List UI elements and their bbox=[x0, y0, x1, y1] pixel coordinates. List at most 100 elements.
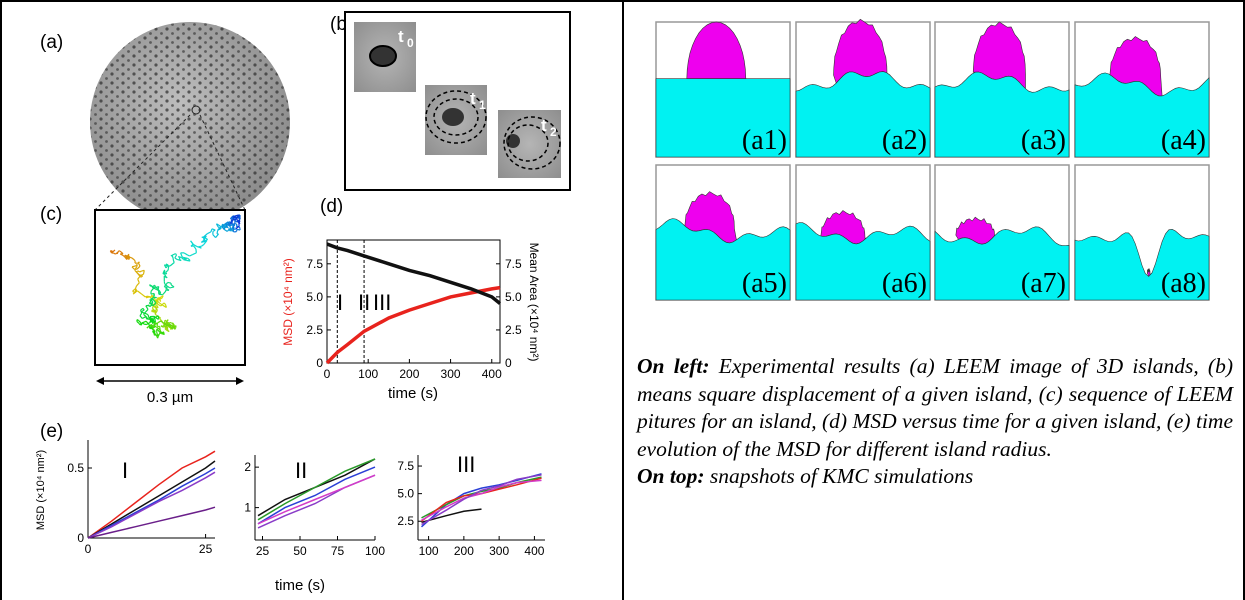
panel-label: (d) bbox=[320, 196, 343, 217]
trajectory-step bbox=[238, 217, 241, 220]
displacement-ring bbox=[507, 124, 549, 162]
trajectory-step bbox=[228, 223, 232, 226]
series-line bbox=[257, 466, 376, 525]
time-sub: 0 bbox=[407, 36, 414, 50]
panel-label: (e) bbox=[40, 421, 63, 442]
trajectory-step bbox=[145, 305, 149, 310]
trajectory-step bbox=[175, 253, 177, 256]
trajectory-step bbox=[157, 303, 162, 307]
series-line bbox=[325, 285, 501, 365]
trajectory-step bbox=[159, 317, 161, 320]
x-tick-label: 25 bbox=[199, 542, 213, 556]
trajectory-step bbox=[153, 321, 156, 326]
trajectory-step bbox=[170, 286, 175, 289]
trajectory-step bbox=[165, 324, 169, 327]
trajectory-step bbox=[136, 321, 140, 324]
trajectory-step bbox=[192, 243, 198, 247]
trajectory-step bbox=[154, 284, 157, 288]
trajectory-step bbox=[164, 283, 168, 287]
trajectory-step bbox=[234, 230, 237, 233]
selected-island bbox=[191, 105, 201, 115]
trajectory-step bbox=[150, 326, 154, 331]
trajectory-step bbox=[166, 321, 170, 324]
trajectory-step bbox=[213, 229, 216, 232]
time-label: t bbox=[398, 27, 404, 46]
trajectory-step bbox=[160, 320, 165, 325]
trajectory-step bbox=[164, 264, 168, 267]
substrate bbox=[655, 218, 791, 301]
trajectory-step bbox=[160, 331, 163, 334]
trajectory-step bbox=[131, 257, 135, 261]
trajectory-step bbox=[153, 315, 156, 318]
plot-frame bbox=[326, 239, 501, 364]
trajectory-step bbox=[157, 320, 161, 324]
island bbox=[1147, 268, 1153, 278]
trajectory-step bbox=[174, 327, 177, 330]
trajectory-step bbox=[166, 328, 170, 333]
trajectory-step bbox=[169, 321, 173, 324]
trajectory-step bbox=[187, 254, 190, 257]
trajectory-step bbox=[167, 322, 171, 325]
trajectory bbox=[109, 214, 241, 339]
y2-tick-label: 2.5 bbox=[505, 323, 522, 337]
trajectory-step bbox=[147, 315, 150, 318]
trajectory-step bbox=[168, 323, 171, 326]
trajectory-step bbox=[137, 270, 141, 273]
trajectory-step bbox=[146, 313, 150, 317]
trajectory-step bbox=[142, 270, 145, 275]
substrate bbox=[795, 222, 931, 301]
trajectory-step bbox=[144, 309, 149, 314]
time-label: t bbox=[470, 89, 476, 108]
trajectory-step bbox=[235, 227, 238, 230]
caption-text: Experimental results (a) LEEM image of 3… bbox=[637, 354, 1234, 461]
trajectory-step bbox=[122, 255, 125, 257]
x-tick-label: 200 bbox=[399, 367, 419, 381]
region-label: I bbox=[337, 290, 343, 315]
trajectory-step bbox=[133, 259, 136, 262]
substrate bbox=[934, 71, 1070, 158]
trajectory-step bbox=[229, 223, 232, 225]
trajectory-step bbox=[147, 304, 151, 308]
x-tick-label: 0 bbox=[324, 367, 331, 381]
trajectory-step bbox=[136, 265, 141, 270]
trajectory-step bbox=[128, 256, 132, 259]
trajectory-step bbox=[161, 324, 165, 328]
tile-label: (a6) bbox=[882, 268, 927, 299]
kmc-snapshots: (a1) (a2) (a3) (a4) (a5) (a6) (a7) (a8) bbox=[655, 18, 1210, 301]
trajectory-step bbox=[236, 217, 239, 222]
trajectory-step bbox=[202, 233, 208, 238]
trajectory-step bbox=[164, 323, 166, 326]
trajectory-step bbox=[169, 323, 175, 328]
trajectory-step bbox=[147, 316, 152, 320]
trajectory-step bbox=[134, 265, 138, 271]
x-tick-label: 400 bbox=[524, 544, 544, 558]
trajectory-step bbox=[140, 311, 145, 314]
substrate bbox=[1074, 72, 1210, 158]
trajectory-step bbox=[137, 274, 142, 280]
trajectory-step bbox=[157, 289, 161, 293]
x-tick-label: 75 bbox=[331, 544, 345, 558]
trajectory-step bbox=[151, 285, 154, 288]
caption-label: On left: bbox=[637, 354, 710, 378]
trajectory-step bbox=[150, 319, 154, 324]
x-tick-label: 100 bbox=[419, 544, 439, 558]
trajectory-step bbox=[138, 319, 142, 324]
x-tick-label: 25 bbox=[256, 544, 270, 558]
tile-label: (a7) bbox=[1021, 268, 1066, 299]
trajectory-step bbox=[238, 226, 241, 229]
tile-label: (a8) bbox=[1161, 268, 1206, 299]
x-tick-label: 400 bbox=[482, 367, 502, 381]
trajectory-step bbox=[154, 316, 159, 320]
series-line bbox=[421, 479, 542, 521]
trajectory-step bbox=[136, 270, 139, 273]
series-line bbox=[87, 506, 216, 539]
series-line bbox=[87, 460, 216, 539]
trajectory-step bbox=[216, 223, 221, 227]
island bbox=[369, 45, 397, 67]
caption-text: snapshots of KMC simulations bbox=[709, 464, 974, 488]
trajectory-step bbox=[155, 326, 161, 331]
trajectory-step bbox=[215, 233, 219, 239]
trajectory-step bbox=[143, 320, 147, 323]
trajectory-step bbox=[149, 296, 152, 299]
trajectory-step bbox=[139, 312, 143, 317]
